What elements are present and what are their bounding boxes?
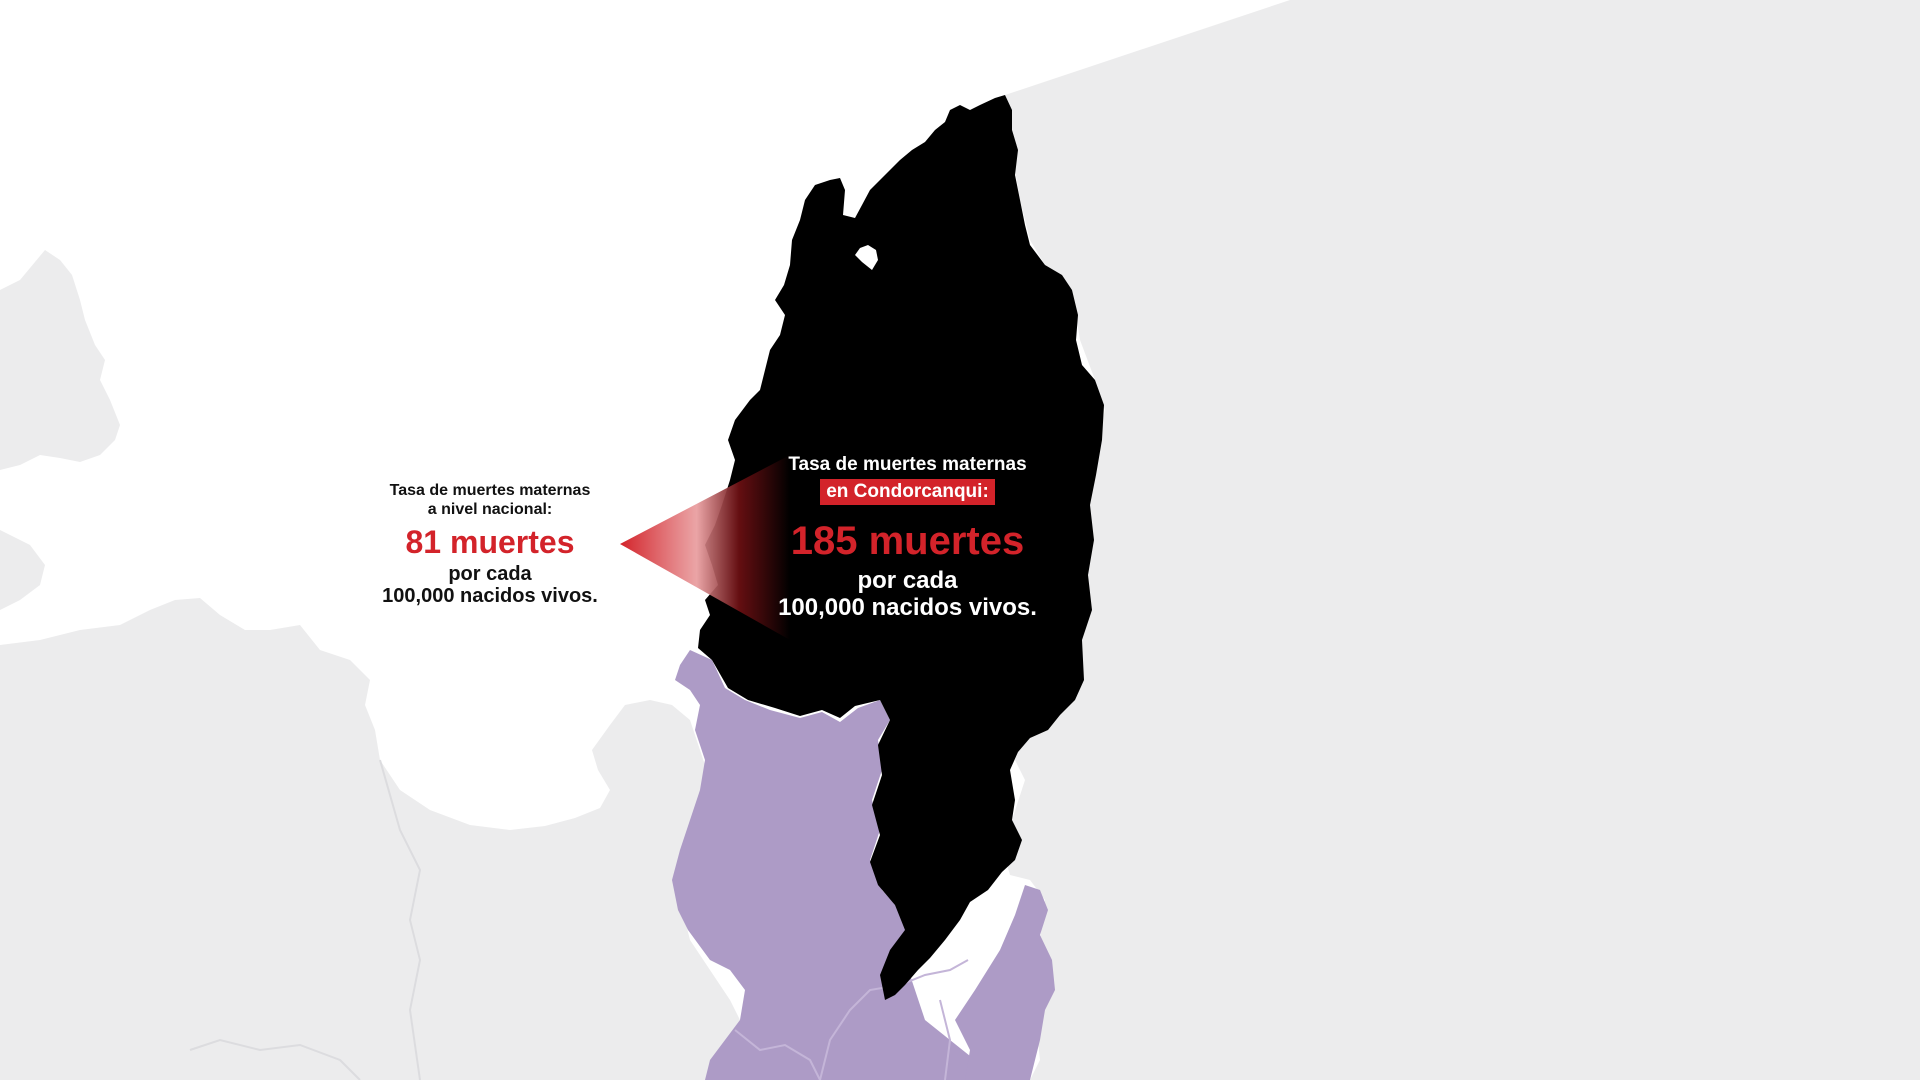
local-unit-line1: por cada bbox=[857, 567, 958, 594]
local-unit-line2: 100,000 nacidos vivos. bbox=[778, 594, 1037, 621]
adjacent-province-east bbox=[955, 885, 1055, 1080]
local-rate-callout: Tasa de muertes maternas en Condorcanqui… bbox=[730, 453, 1085, 621]
national-heading-line2: a nivel nacional: bbox=[427, 501, 553, 518]
neighbor-land-west bbox=[0, 530, 45, 610]
national-unit-line1: por cada bbox=[448, 563, 532, 585]
neighbor-land-southwest bbox=[0, 598, 745, 1080]
comparison-funnel bbox=[620, 455, 790, 640]
province-border-3 bbox=[734, 1029, 821, 1080]
region-notch bbox=[855, 245, 878, 270]
border-line-1 bbox=[379, 759, 422, 1080]
national-unit-line2: 100,000 nacidos vivos. bbox=[382, 585, 598, 607]
neighbor-land-northwest bbox=[0, 250, 120, 470]
local-heading-line1: Tasa de muertes maternas bbox=[788, 454, 1027, 475]
border-line-2 bbox=[189, 1038, 361, 1080]
region-condorcanqui bbox=[698, 95, 1104, 1000]
local-rate-value: 185 muertes bbox=[790, 519, 1025, 563]
national-rate-value: 81 muertes bbox=[405, 524, 575, 560]
national-heading-line1: Tasa de muertes maternas bbox=[389, 482, 591, 499]
province-border-2 bbox=[939, 999, 952, 1080]
national-rate-callout: Tasa de muertes maternas a nivel naciona… bbox=[340, 481, 640, 607]
local-heading-highlight: en Condorcanqui: bbox=[820, 479, 995, 505]
neighbor-land-east bbox=[1000, 0, 1920, 1080]
